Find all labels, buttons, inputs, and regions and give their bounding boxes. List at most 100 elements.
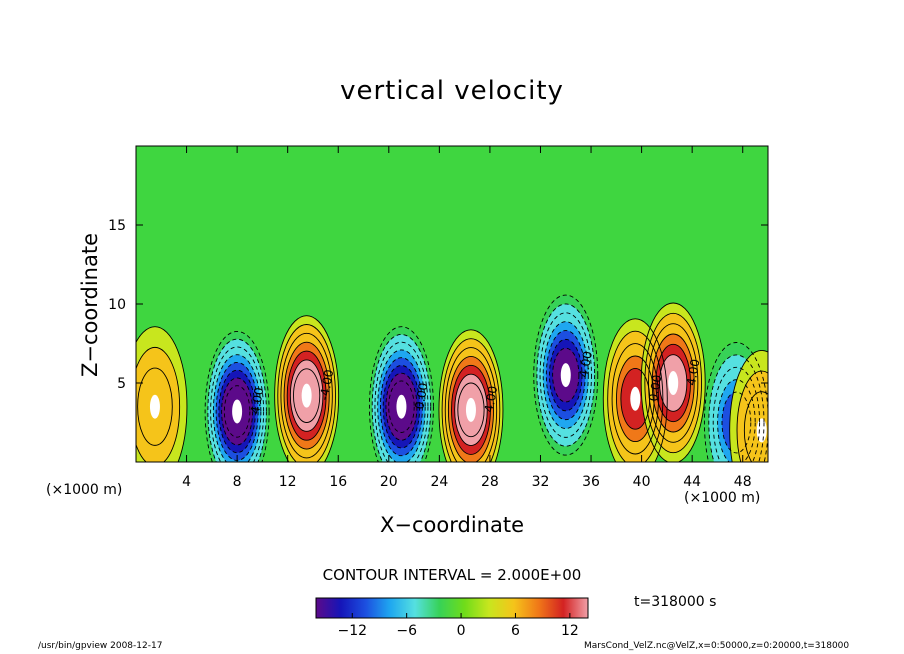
y-tick-label: 10 [108, 297, 126, 313]
contour-ring [552, 347, 580, 403]
contour-ring [274, 315, 340, 462]
x-tick-label: 24 [430, 474, 448, 490]
contour-ring [136, 346, 181, 462]
contour-ring [659, 354, 688, 412]
cell-extreme [301, 383, 312, 408]
x-axis-label: X−coordinate [380, 513, 524, 537]
contour-ring [616, 355, 655, 443]
x-unit-label-left: (×1000 m) [46, 482, 123, 498]
footer-source: MarsCond_VelZ.nc@VelZ,x=0:50000,z=0:2000… [584, 641, 850, 651]
contour-ring [651, 333, 695, 433]
cell-extreme [668, 371, 679, 395]
contour-ring [708, 354, 765, 462]
contour-ring [607, 330, 664, 462]
contour-ring [286, 350, 327, 441]
contour-ring [289, 359, 324, 432]
contour-ring [293, 368, 321, 423]
contour-ring [533, 294, 599, 456]
contour-ring [539, 312, 592, 438]
contour-ring [648, 323, 699, 443]
plot-area [136, 146, 768, 462]
contour-ring [438, 329, 504, 462]
contour-ring [712, 366, 761, 462]
contour-label: 0.00 [412, 382, 430, 411]
contour-ring [611, 343, 659, 455]
contour-label: 4.00 [248, 386, 266, 415]
contour-ring [655, 343, 691, 423]
contour-lines [136, 294, 768, 462]
colorbar-tick-label: −6 [396, 623, 417, 639]
contour-ring [640, 302, 706, 462]
cell-extreme [465, 397, 476, 422]
velocity-cell-1 [136, 326, 187, 462]
contour-ring [736, 370, 768, 462]
colorbar: −12 −6 0 6 12 [315, 597, 589, 639]
contour-ring [703, 342, 768, 462]
contour-ring [444, 347, 498, 462]
contour-interval-label: CONTOUR INTERVAL = 2.000E+00 [322, 566, 582, 584]
cell-extreme [560, 363, 571, 388]
contour-ring [207, 338, 267, 462]
cell-extreme [149, 394, 160, 419]
colorbar-gradient-bar [315, 597, 589, 619]
y-tick-label: 15 [108, 218, 126, 234]
contour-ring [441, 338, 501, 462]
contour-ring [549, 338, 583, 412]
contour-ring [137, 367, 173, 446]
x-tick-label: 32 [532, 474, 550, 490]
x-tick-label: 12 [279, 474, 297, 490]
contour-ring [379, 357, 423, 457]
y-axis-label: Z−coordinate [78, 233, 102, 377]
contour-ring [743, 391, 768, 462]
contour-ring [212, 354, 262, 462]
contour-label: -4.00 [317, 368, 336, 401]
colorbar-tick-label: 12 [561, 623, 579, 639]
x-tick-label: 44 [683, 474, 701, 490]
contour-label: 4.00 [482, 385, 500, 414]
x-tick-label: 16 [329, 474, 347, 490]
x-tick-label: 48 [734, 474, 752, 490]
cell-extreme [396, 394, 407, 419]
footer-command: /usr/bin/gpview 2008-12-17 [38, 641, 163, 651]
contour-ring [371, 334, 432, 462]
contour-ring [136, 326, 188, 462]
contour-ring [451, 364, 491, 455]
cell-extreme [630, 386, 641, 411]
contour-ring [204, 331, 270, 462]
contour-ring [644, 312, 702, 454]
contour-ring [447, 355, 494, 462]
contour-ring [385, 372, 418, 441]
contour-ring [602, 318, 668, 462]
colorbar-tick-label: −12 [337, 623, 367, 639]
contour-ring [457, 382, 485, 438]
contour-ring [218, 369, 256, 454]
contour-label: 4.00 [684, 358, 702, 387]
contour-ring [729, 349, 768, 462]
contour-labels: 4.00 -4.00 0.00 4.00 4.00 0.00 4.00 [248, 350, 703, 415]
contour-ring [368, 326, 434, 462]
velocity-cell-4 [369, 326, 434, 462]
x-tick-label: 40 [633, 474, 651, 490]
x-unit-label-right: (×1000 m) [684, 490, 761, 506]
contour-ring [545, 330, 586, 421]
x-tick-label: 4 [182, 474, 191, 490]
contour-ring [454, 373, 488, 447]
contour-ring [277, 324, 336, 462]
colorbar-tick-label: 0 [457, 623, 466, 639]
x-tick-label: 8 [233, 474, 242, 490]
x-tick-label: 20 [380, 474, 398, 490]
contour-ring [717, 379, 756, 462]
cell-extreme [232, 399, 243, 424]
contour-ring [221, 377, 254, 446]
x-axis-ticks: 4 8 12 16 20 24 28 32 36 40 44 48 [182, 146, 752, 490]
y-axis-ticks: 5 10 15 [108, 218, 768, 392]
colorbar-ticks: −12 −6 0 6 12 [337, 613, 579, 639]
y-tick-label: 5 [117, 376, 126, 392]
contour-ring [388, 380, 415, 433]
contour-label: 4.00 [577, 350, 595, 379]
velocity-cell-6 [533, 295, 598, 456]
time-label: t=318000 s [634, 594, 717, 610]
contour-ring [210, 346, 265, 462]
contour-ring [382, 365, 421, 449]
contour-ring [280, 332, 333, 459]
